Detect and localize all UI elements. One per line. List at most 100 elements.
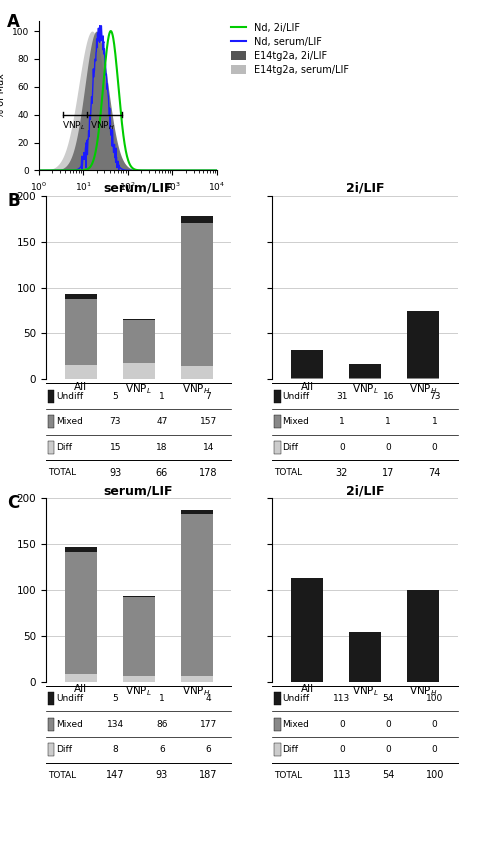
Title: serum/LIF: serum/LIF bbox=[104, 181, 174, 195]
Text: 54: 54 bbox=[382, 770, 394, 780]
Bar bbox=[181, 676, 213, 682]
Text: 0: 0 bbox=[432, 746, 438, 754]
Text: B: B bbox=[7, 192, 20, 210]
Text: 1: 1 bbox=[339, 417, 345, 426]
Text: 100: 100 bbox=[426, 770, 444, 780]
X-axis label: Nanog:VNP: Nanog:VNP bbox=[100, 198, 155, 208]
Bar bbox=[181, 222, 213, 366]
Text: 73: 73 bbox=[109, 417, 121, 426]
Text: TOTAL: TOTAL bbox=[274, 469, 302, 477]
Text: 32: 32 bbox=[336, 468, 348, 478]
Text: 0: 0 bbox=[386, 746, 391, 754]
Text: 1: 1 bbox=[386, 417, 391, 426]
Text: 147: 147 bbox=[106, 770, 125, 780]
Text: Diff: Diff bbox=[56, 746, 72, 754]
Text: 178: 178 bbox=[199, 468, 217, 478]
Text: Undiff: Undiff bbox=[56, 392, 83, 400]
Text: 15: 15 bbox=[109, 443, 121, 452]
Bar bbox=[65, 366, 96, 379]
Bar bbox=[65, 294, 96, 298]
Y-axis label: % of Max: % of Max bbox=[0, 73, 6, 118]
Text: 5: 5 bbox=[112, 392, 118, 400]
Text: 187: 187 bbox=[199, 770, 217, 780]
Text: Undiff: Undiff bbox=[282, 694, 309, 703]
Title: 2i/LIF: 2i/LIF bbox=[346, 484, 384, 498]
Bar bbox=[65, 547, 96, 551]
Bar bbox=[122, 596, 155, 597]
Text: 73: 73 bbox=[429, 392, 441, 400]
Text: VNP$_L$: VNP$_L$ bbox=[63, 119, 86, 132]
Text: Undiff: Undiff bbox=[56, 694, 83, 703]
Text: 86: 86 bbox=[156, 720, 168, 728]
Bar bbox=[407, 311, 439, 378]
Text: Diff: Diff bbox=[56, 443, 72, 452]
Text: 17: 17 bbox=[382, 468, 394, 478]
Text: 8: 8 bbox=[112, 746, 118, 754]
Text: 66: 66 bbox=[156, 468, 168, 478]
Text: 6: 6 bbox=[205, 746, 211, 754]
Text: 0: 0 bbox=[339, 720, 345, 728]
Text: TOTAL: TOTAL bbox=[48, 771, 76, 780]
Bar bbox=[181, 366, 213, 379]
Text: 7: 7 bbox=[205, 392, 211, 400]
Text: 74: 74 bbox=[428, 468, 441, 478]
Bar bbox=[122, 320, 155, 363]
Bar bbox=[349, 364, 381, 378]
Text: Mixed: Mixed bbox=[282, 720, 309, 728]
Bar bbox=[349, 632, 381, 682]
Bar bbox=[122, 363, 155, 379]
Text: 93: 93 bbox=[109, 468, 121, 478]
Title: serum/LIF: serum/LIF bbox=[104, 484, 174, 498]
Text: Mixed: Mixed bbox=[282, 417, 309, 426]
Bar bbox=[349, 378, 381, 379]
Text: 1: 1 bbox=[159, 392, 165, 400]
Bar bbox=[65, 551, 96, 674]
Bar bbox=[407, 378, 439, 379]
Text: 0: 0 bbox=[339, 746, 345, 754]
Text: Diff: Diff bbox=[282, 443, 298, 452]
Text: Undiff: Undiff bbox=[282, 392, 309, 400]
Text: 1: 1 bbox=[432, 417, 438, 426]
Text: 177: 177 bbox=[200, 720, 217, 728]
Bar bbox=[407, 590, 439, 682]
Bar bbox=[181, 216, 213, 222]
Bar bbox=[122, 597, 155, 676]
Text: 16: 16 bbox=[383, 392, 394, 400]
Text: 0: 0 bbox=[386, 720, 391, 728]
Text: 0: 0 bbox=[432, 720, 438, 728]
Text: 157: 157 bbox=[200, 417, 217, 426]
Text: 31: 31 bbox=[336, 392, 348, 400]
Bar bbox=[65, 674, 96, 682]
Text: Mixed: Mixed bbox=[56, 417, 83, 426]
Bar bbox=[181, 514, 213, 676]
Text: Mixed: Mixed bbox=[56, 720, 83, 728]
Text: 47: 47 bbox=[156, 417, 167, 426]
Text: 0: 0 bbox=[386, 443, 391, 452]
Bar bbox=[65, 298, 96, 366]
Bar bbox=[291, 579, 323, 682]
Text: 14: 14 bbox=[202, 443, 214, 452]
Text: 1: 1 bbox=[159, 694, 165, 703]
Bar bbox=[291, 378, 323, 379]
Title: 2i/LIF: 2i/LIF bbox=[346, 181, 384, 195]
Text: Diff: Diff bbox=[282, 746, 298, 754]
Text: 113: 113 bbox=[333, 694, 350, 703]
Bar bbox=[122, 319, 155, 320]
Text: 4: 4 bbox=[205, 694, 211, 703]
Text: 134: 134 bbox=[107, 720, 124, 728]
Text: 6: 6 bbox=[159, 746, 165, 754]
Bar bbox=[181, 510, 213, 514]
Text: VNP$_H$: VNP$_H$ bbox=[90, 119, 115, 132]
Text: A: A bbox=[7, 13, 20, 31]
Bar bbox=[122, 676, 155, 682]
Bar bbox=[291, 350, 323, 378]
Text: C: C bbox=[7, 494, 19, 512]
Text: TOTAL: TOTAL bbox=[48, 469, 76, 477]
Text: 0: 0 bbox=[432, 443, 438, 452]
Text: 93: 93 bbox=[156, 770, 168, 780]
Text: 54: 54 bbox=[383, 694, 394, 703]
Text: 113: 113 bbox=[333, 770, 351, 780]
Text: 100: 100 bbox=[426, 694, 443, 703]
Text: 18: 18 bbox=[156, 443, 168, 452]
Text: TOTAL: TOTAL bbox=[274, 771, 302, 780]
